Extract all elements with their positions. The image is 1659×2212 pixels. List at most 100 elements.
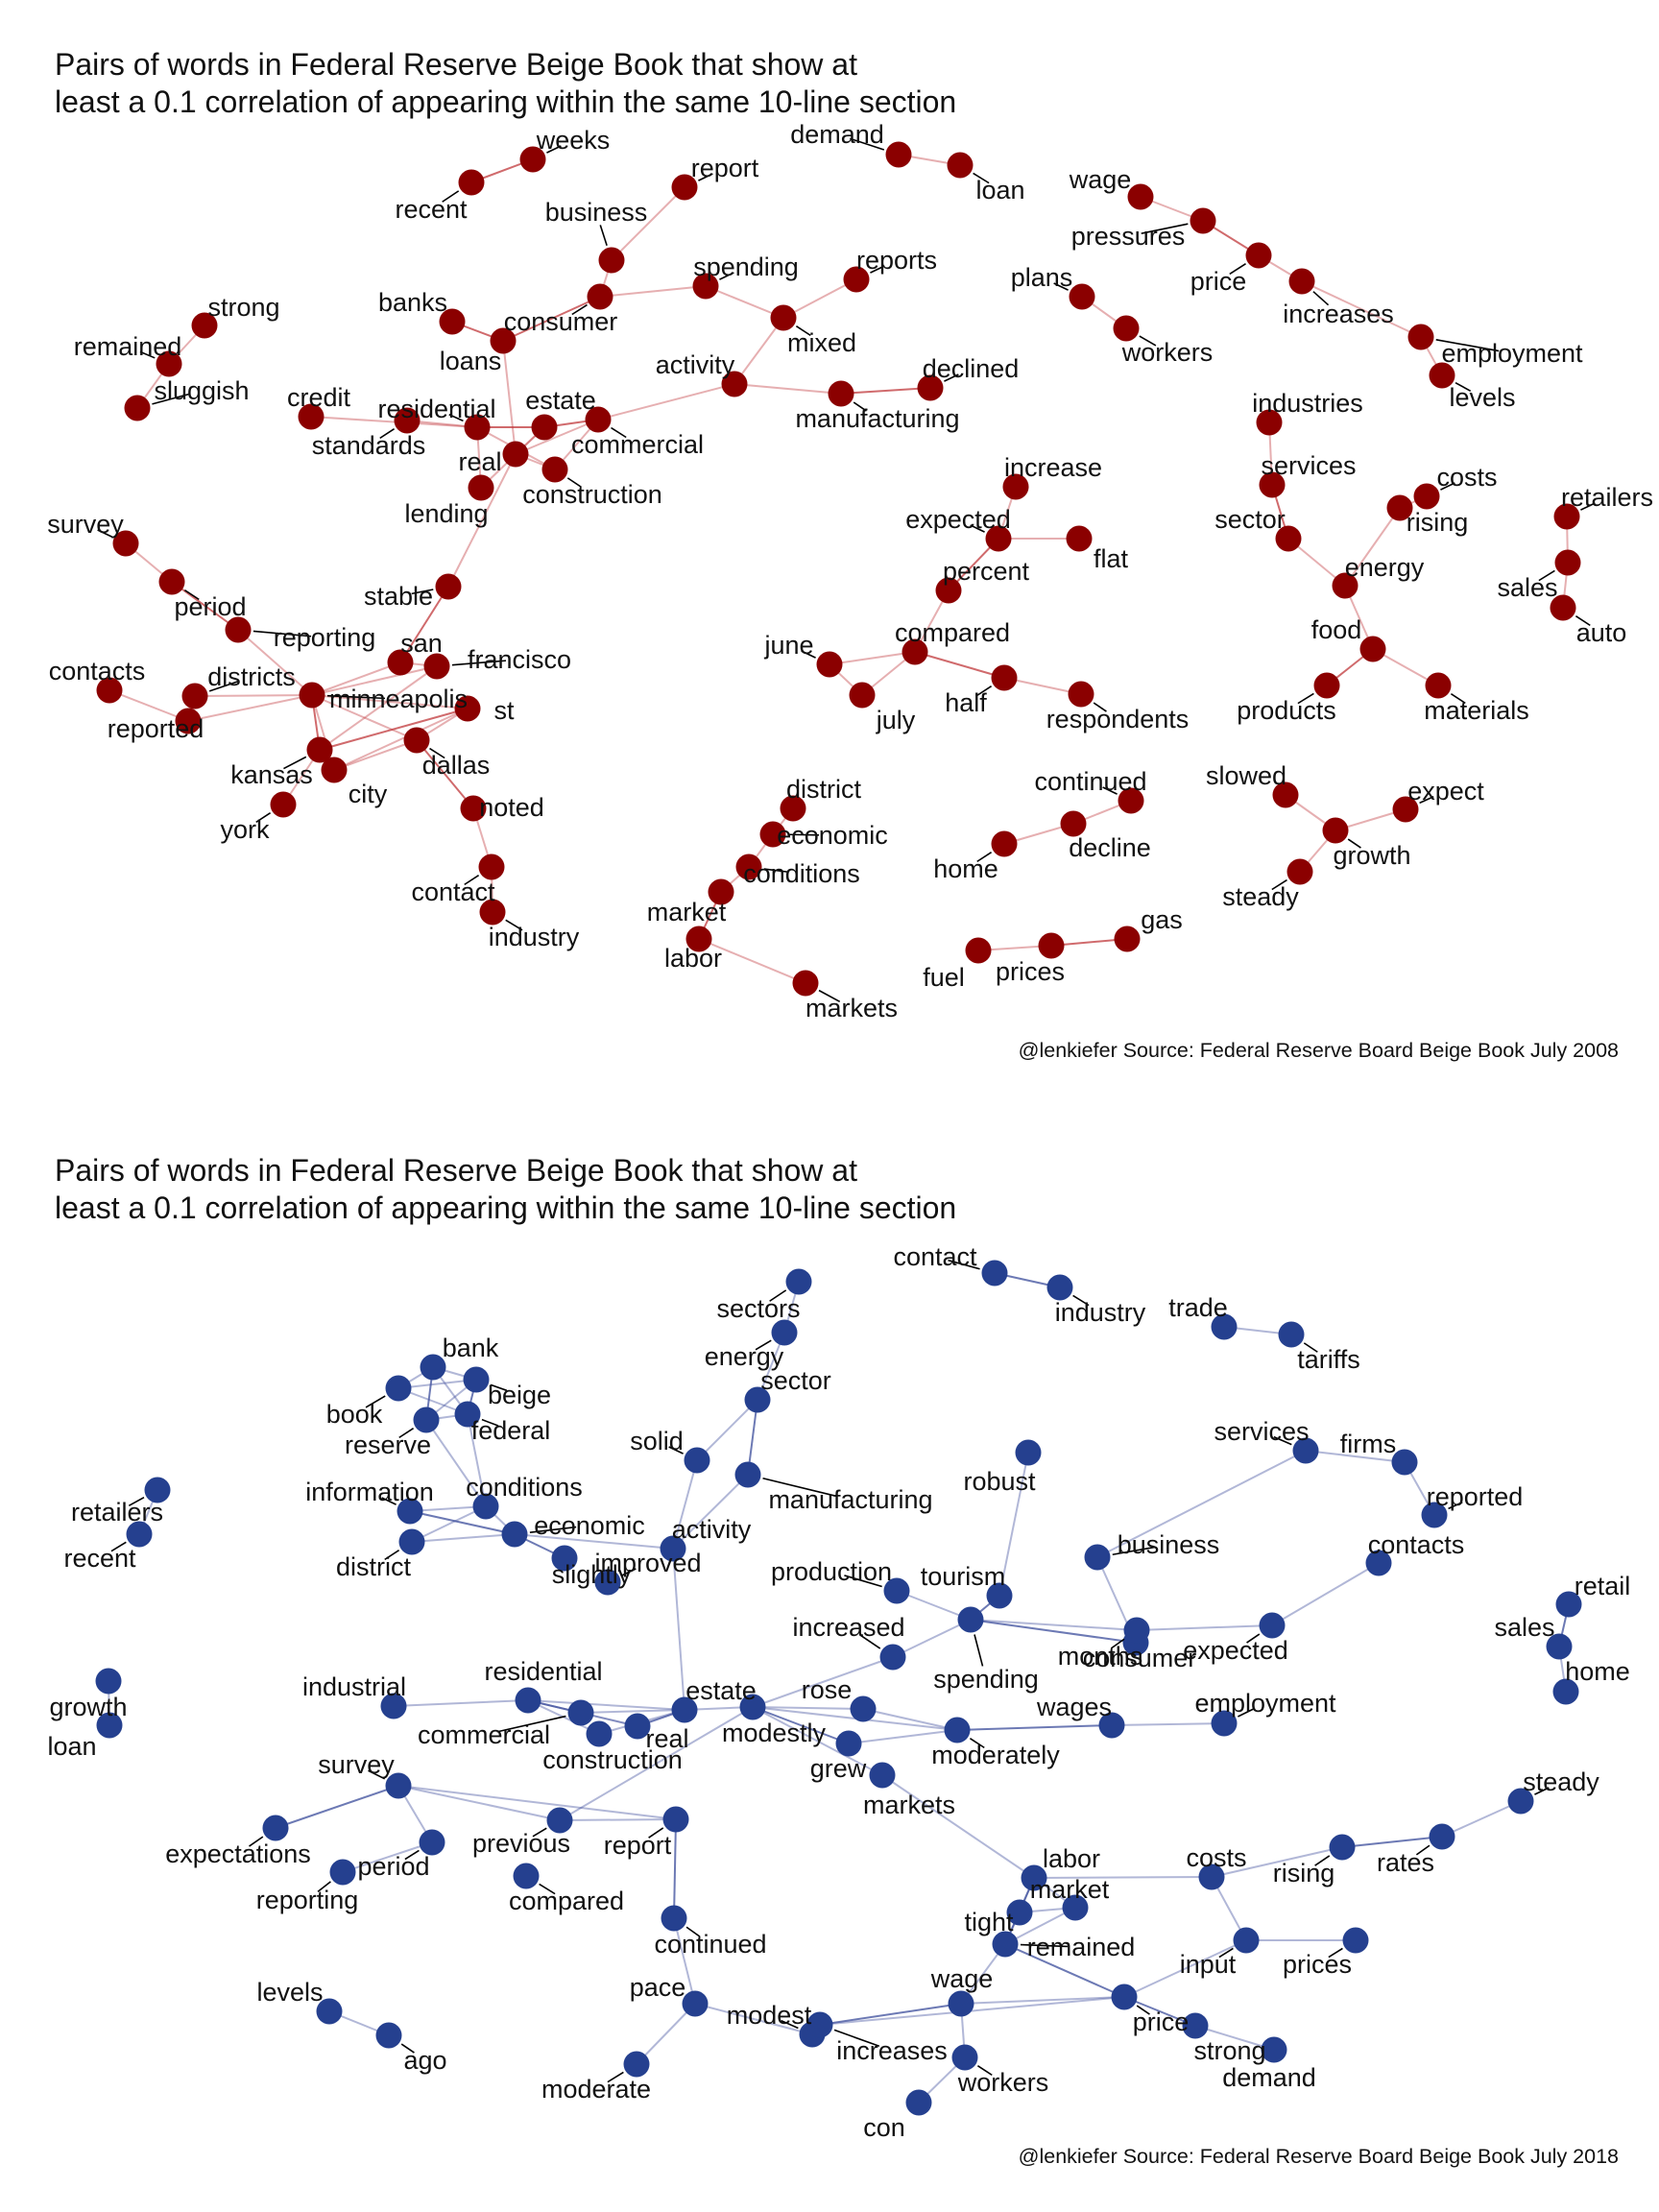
node-workers: [951, 2044, 978, 2071]
node-levels: [316, 1998, 343, 2025]
label-leader-tariffs: [1303, 1342, 1318, 1353]
node-industry: [1046, 1274, 1073, 1301]
edge-previous-report: [559, 1818, 677, 1821]
edge-stable-san: [399, 586, 449, 663]
node-price: [1111, 1984, 1138, 2010]
label-leader-sales: [1538, 569, 1555, 582]
edge-dallas-noted: [416, 739, 474, 809]
node-robust: [1015, 1439, 1042, 1466]
label-leader-ago: [400, 2043, 415, 2054]
node-rates: [1429, 1823, 1455, 1850]
edge-pace-moderate: [636, 2003, 696, 2065]
node-label-consumer: consumer: [1083, 1644, 1197, 1672]
node-labor: [685, 926, 712, 952]
edge-reports-mixed: [782, 278, 857, 319]
node-retailers: [144, 1477, 171, 1503]
edge-expected-contacts: [1271, 1562, 1380, 1626]
node-reporting: [225, 616, 252, 643]
edge-residential-estate: [527, 1699, 685, 1711]
node-conditions: [735, 854, 762, 880]
edge-survey-previous: [397, 1785, 561, 1821]
node-estate: [671, 1696, 698, 1723]
node-label-industry: industry: [489, 923, 580, 951]
node-label-dallas: dallas: [422, 751, 491, 780]
node-label-plans: plans: [1011, 263, 1073, 292]
edge-increases-wage: [819, 2003, 962, 2026]
node-wages: [1098, 1712, 1125, 1739]
edge-reported-minneapolis: [187, 694, 313, 722]
edge-solid-activity: [672, 1459, 698, 1550]
label-leader-consumer: [571, 303, 588, 316]
node-banks: [439, 308, 466, 335]
node-sluggish: [124, 395, 151, 421]
label-leader-minneapolis: [326, 694, 386, 700]
node-label-activity: activity: [672, 1515, 752, 1544]
node-label-growth: growth: [49, 1693, 127, 1721]
edge-rose-moderately: [862, 1708, 958, 1731]
label-leader-business: [1112, 1546, 1156, 1556]
node-manufacturing: [734, 1461, 761, 1488]
label-leader-recent: [110, 1541, 127, 1552]
node-recent: [126, 1521, 153, 1548]
edge-costs-rising: [1211, 1846, 1343, 1878]
node-label-increase: increase: [1004, 453, 1102, 482]
node-percent: [935, 577, 962, 604]
node-label-previous: previous: [472, 1829, 570, 1858]
node-reported: [1421, 1502, 1448, 1528]
label-leader-price: [1136, 2005, 1150, 2015]
node-construction: [586, 1720, 613, 1747]
node-label-residential: residential: [377, 395, 495, 423]
edge-minneapolis-dallas: [311, 694, 418, 741]
label-leader-pressures: [1141, 223, 1189, 234]
node-label-solid: solid: [630, 1427, 684, 1455]
label-leader-report: [698, 173, 713, 181]
label-leader-expect: [1419, 796, 1434, 805]
node-minneapolis: [299, 682, 325, 709]
edge-labor-costs: [1033, 1876, 1213, 1879]
node-label-contact: contact: [411, 878, 495, 906]
label-leader-solid: [668, 1446, 684, 1455]
label-leader-levels: [1455, 381, 1472, 392]
node-label-contacts: contacts: [1368, 1530, 1465, 1559]
label-leader-york: [255, 812, 272, 824]
edge-market-remained: [1004, 1907, 1076, 1945]
node-credit: [298, 403, 325, 430]
label-leader-loan: [973, 172, 990, 184]
label-leader-price: [1229, 262, 1246, 276]
node-label-estate: estate: [685, 1676, 757, 1705]
node-industrial: [380, 1693, 407, 1719]
node-loan: [947, 152, 974, 179]
label-leader-districts: [208, 680, 239, 692]
node-services: [1259, 471, 1286, 498]
node-label-grew: grew: [810, 1754, 867, 1783]
edge-city-st: [333, 708, 469, 771]
edge-rates-steady: [1441, 1800, 1522, 1838]
node-demand: [1261, 2036, 1287, 2063]
label-leader-months: [1110, 1638, 1125, 1649]
node-sectors: [785, 1268, 812, 1295]
node-label-workers: workers: [1121, 338, 1214, 367]
node-label-energy: energy: [705, 1342, 784, 1371]
edge-continued-pace: [673, 1917, 696, 2005]
node-workers: [1113, 315, 1140, 342]
node-label-economic: economic: [777, 821, 888, 850]
node-label-estate: estate: [525, 386, 596, 415]
edge-book-beige: [397, 1379, 477, 1389]
label-leader-costs: [1440, 482, 1455, 491]
label-leader-standards: [379, 428, 396, 440]
node-rising: [1386, 494, 1413, 521]
node-label-district: district: [786, 775, 862, 804]
node-retail: [1555, 1591, 1582, 1618]
label-leader-compared: [539, 1883, 556, 1895]
node-label-contact: contact: [893, 1242, 977, 1271]
node-increase: [1002, 473, 1029, 500]
label-leader-contact: [948, 1259, 980, 1270]
node-products: [1313, 672, 1340, 699]
node-label-pressures: pressures: [1071, 222, 1186, 251]
label-leader-workers: [976, 2065, 993, 2077]
label-leader-reported: [1448, 1502, 1463, 1510]
label-leader-business: [599, 225, 608, 247]
node-label-city: city: [349, 780, 388, 808]
node-label-tight: tight: [964, 1908, 1014, 1936]
node-label-sector: sector: [1214, 505, 1286, 534]
